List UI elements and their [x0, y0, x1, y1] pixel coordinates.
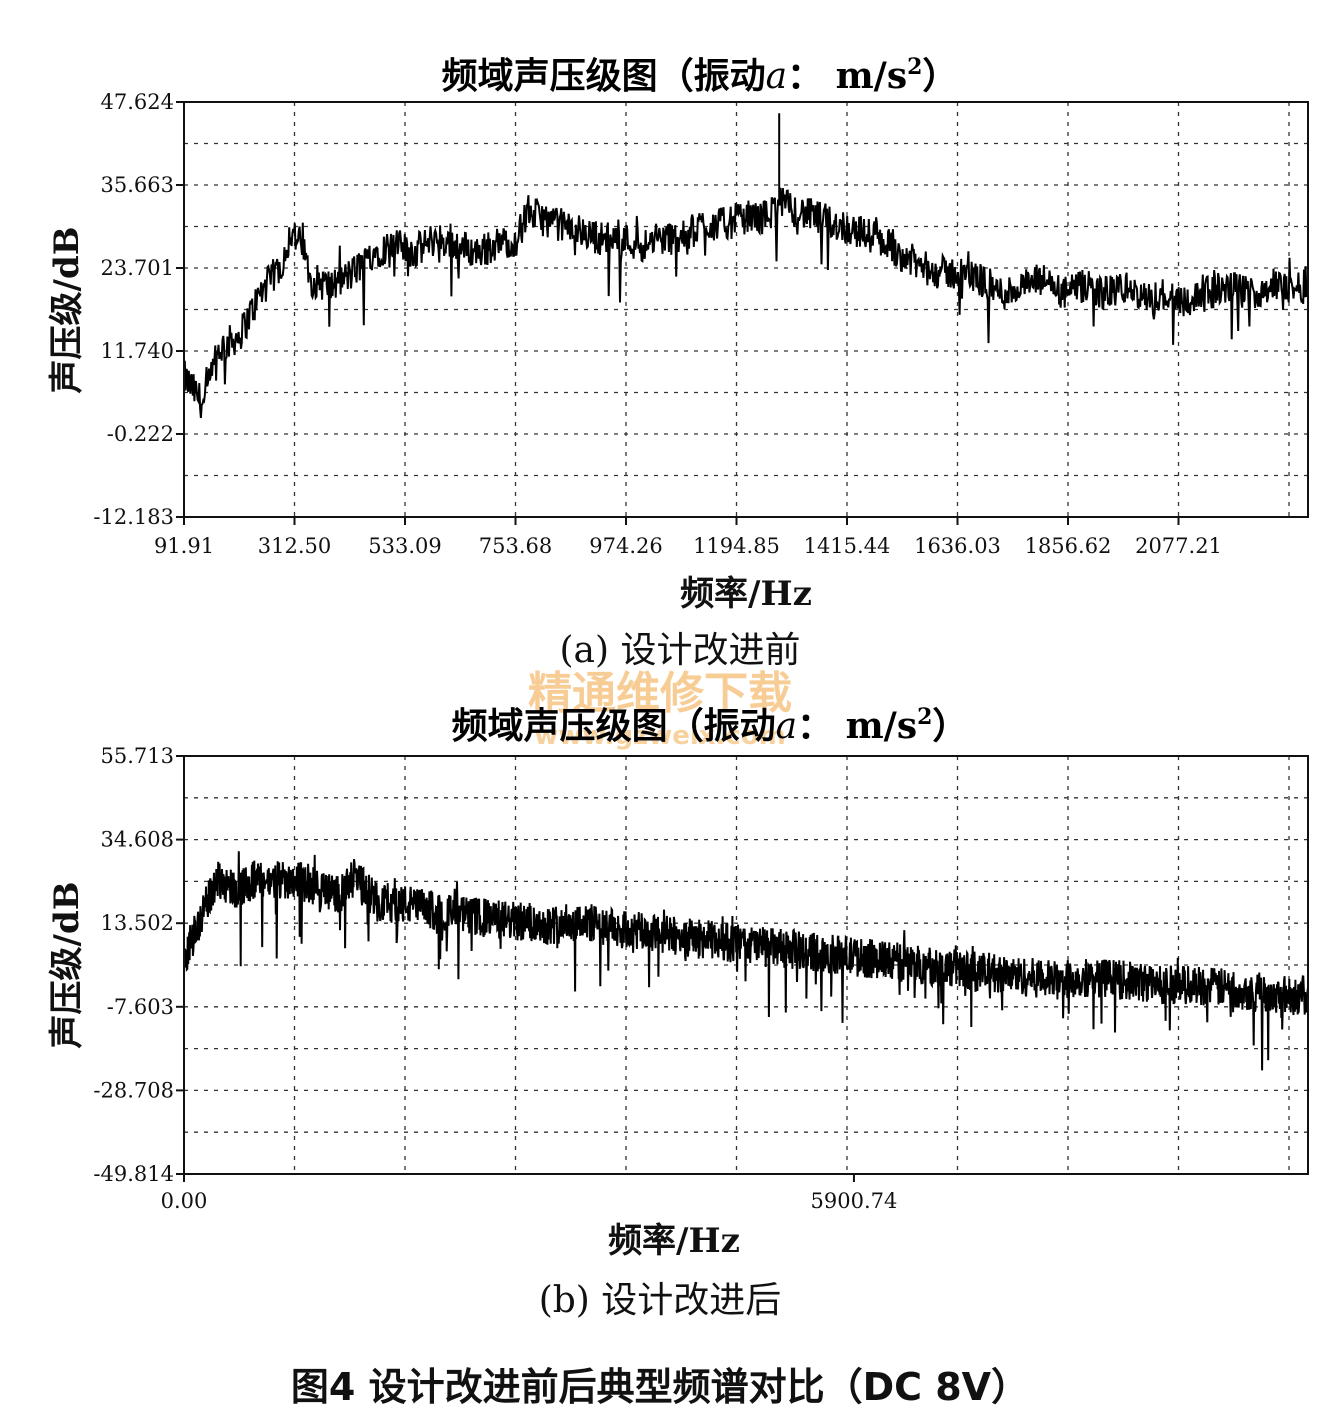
watermark-text: 精通维修下载	[528, 668, 792, 719]
plot-before-caption: (a) 设计改进前	[560, 630, 801, 671]
plot-before-y-label: 声压级/dB	[47, 227, 87, 394]
plot-after-y-ticks: 55.713 34.608 13.502 -7.603 -28.708 -49.814	[93, 744, 184, 1186]
y-tick-label: -0.222	[107, 422, 174, 446]
x-tick-label: 1856.62	[1025, 534, 1112, 558]
y-tick-label: 55.713	[101, 744, 174, 768]
y-tick-label: 11.740	[101, 339, 174, 363]
plot-after-caption: (b) 设计改进后	[539, 1280, 782, 1321]
plot-before-x-ticks: 91.91 312.50 533.09 753.68 974.26 1194.85 1415…	[154, 517, 1222, 558]
y-tick-label: 13.502	[101, 911, 174, 935]
x-tick-label: 91.91	[154, 534, 214, 558]
x-tick-label: 974.26	[589, 534, 662, 558]
plot-before-frame	[183, 101, 1309, 518]
plot-after: 频域声压级图（振动a： m/s2） 0.00 5900.74 55.713 34.6…	[47, 704, 1309, 1321]
x-tick-label: 1415.44	[804, 534, 891, 558]
x-tick-label: 312.50	[258, 534, 331, 558]
y-tick-label: 35.663	[101, 173, 174, 197]
y-tick-label: 23.701	[101, 256, 174, 280]
y-tick-label: -7.603	[107, 995, 174, 1019]
x-tick-label: 5900.74	[811, 1189, 898, 1213]
plot-before: 频域声压级图（振动a： m/s2） 91.91 312.50 533.09 753.6…	[47, 54, 1309, 671]
plot-before-title: 频域声压级图（振动a： m/s2）	[442, 54, 959, 97]
watermark-url: www.gzweix.com	[534, 721, 786, 751]
plot-before-grid	[184, 102, 1308, 517]
x-tick-label: 0.00	[161, 1189, 208, 1213]
plot-after-frame	[183, 755, 1309, 1175]
y-tick-label: 34.608	[101, 828, 174, 852]
x-tick-label: 533.09	[368, 534, 441, 558]
x-tick-label: 2077.21	[1135, 534, 1222, 558]
y-tick-label: -28.708	[93, 1078, 174, 1102]
y-tick-label: -49.814	[93, 1162, 174, 1186]
y-tick-label: 47.624	[101, 90, 174, 114]
plot-after-x-label: 频率/Hz	[608, 1221, 740, 1261]
plot-after-x-ticks: 0.00 5900.74	[161, 1174, 898, 1213]
figure-caption: 图4 设计改进前后典型频谱对比（DC 8V）	[291, 1365, 1029, 1409]
y-tick-label: -12.183	[93, 505, 174, 529]
plot-after-y-label: 声压级/dB	[47, 882, 87, 1049]
x-tick-label: 753.68	[479, 534, 552, 558]
plot-before-x-label: 频率/Hz	[680, 574, 812, 614]
plot-after-spectrum-line	[183, 851, 1309, 1071]
x-tick-label: 1636.03	[914, 534, 1001, 558]
x-tick-label: 1194.85	[693, 534, 780, 558]
plot-after-title: 频域声压级图（振动a： m/s2）	[452, 704, 969, 747]
plot-before-y-ticks: 47.624 35.663 23.701 11.740 -0.222 -12.183	[93, 90, 184, 529]
plot-before-spectrum-line	[183, 113, 1309, 419]
